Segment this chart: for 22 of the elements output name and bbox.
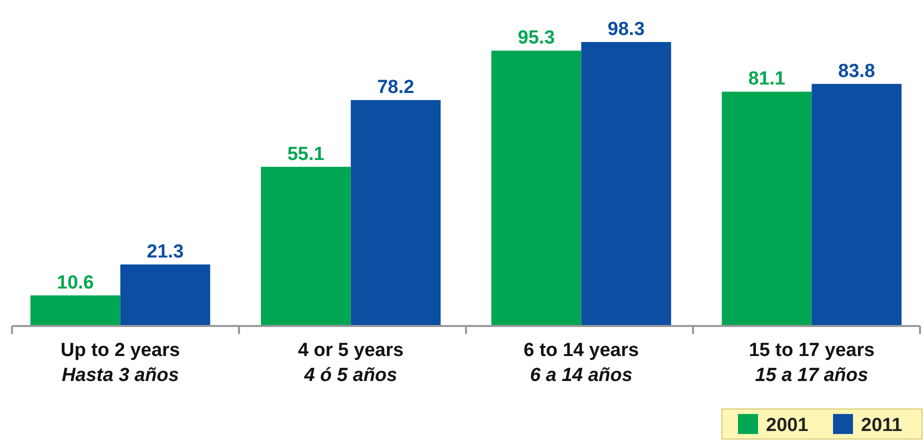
bar bbox=[30, 295, 120, 326]
x-tick-label: Up to 2 years Hasta 3 años bbox=[60, 340, 180, 386]
data-label: 98.3 bbox=[608, 19, 645, 40]
bar bbox=[491, 50, 582, 326]
bar bbox=[722, 92, 812, 326]
data-label: 55.1 bbox=[287, 144, 325, 165]
data-label: 83.8 bbox=[838, 60, 876, 82]
data-label: 21.3 bbox=[146, 241, 184, 262]
data-label: 78.2 bbox=[377, 77, 414, 98]
bar bbox=[120, 264, 210, 326]
data-label: 10.6 bbox=[56, 272, 94, 294]
legend-label: 2011 bbox=[861, 415, 903, 436]
bar bbox=[812, 84, 902, 326]
data-label: 81.1 bbox=[748, 68, 786, 90]
bar bbox=[260, 166, 351, 326]
bar bbox=[350, 100, 441, 326]
bar bbox=[581, 42, 672, 326]
x-tick-label: 4 or 5 years 4 ó 5 años bbox=[298, 340, 404, 386]
data-label: 95.3 bbox=[518, 28, 555, 49]
x-tick-label: 6 to 14 years 6 a 14 años bbox=[524, 340, 639, 386]
x-tick-label: 15 to 17 years 15 a 17 años bbox=[748, 340, 875, 386]
legend-label: 2001 bbox=[766, 415, 809, 436]
